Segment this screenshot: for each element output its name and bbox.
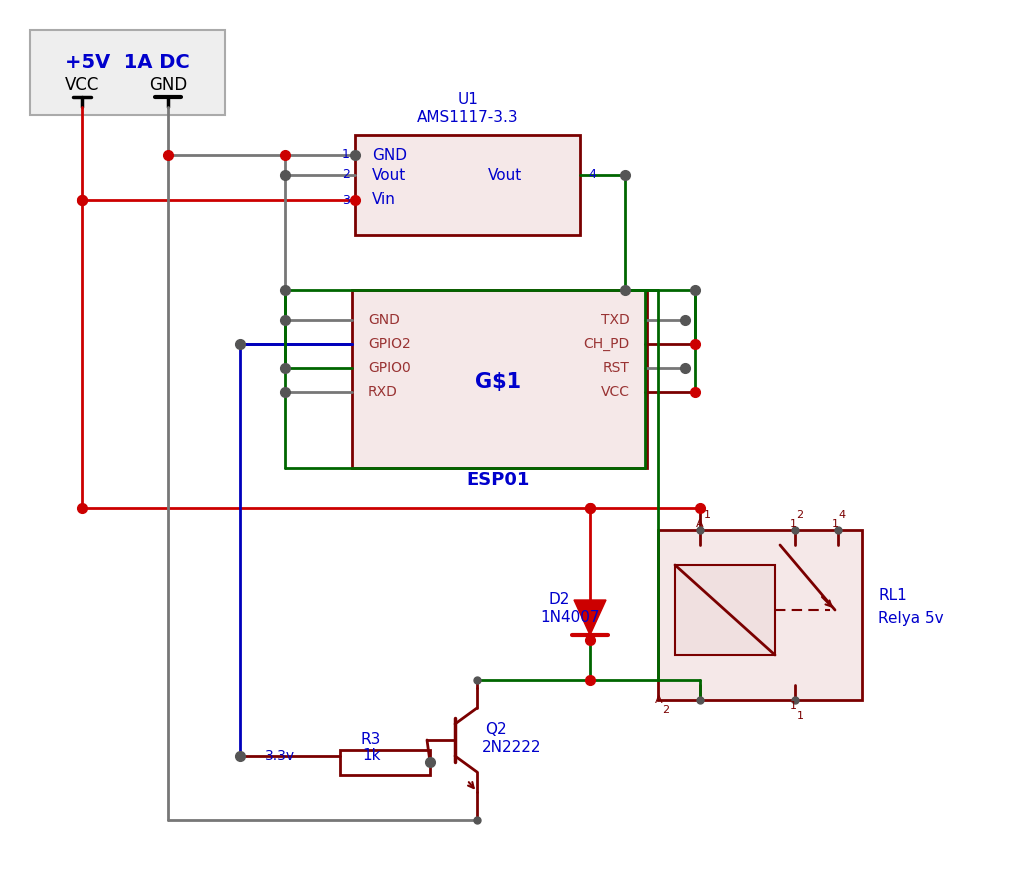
Text: GPIO2: GPIO2	[368, 337, 411, 351]
Text: RL1: RL1	[878, 587, 907, 602]
Text: Relya 5v: Relya 5v	[878, 611, 944, 626]
Text: 1: 1	[790, 701, 797, 711]
FancyBboxPatch shape	[658, 530, 862, 700]
Text: 1: 1	[342, 149, 350, 162]
Text: A: A	[696, 519, 703, 529]
Text: 1: 1	[797, 711, 803, 721]
Text: RXD: RXD	[368, 385, 397, 399]
Text: 2: 2	[342, 169, 350, 182]
Text: 4: 4	[838, 510, 845, 520]
Polygon shape	[574, 600, 606, 635]
Text: R3: R3	[360, 733, 380, 747]
Text: D2: D2	[548, 593, 569, 607]
Text: 1N4007: 1N4007	[540, 611, 600, 626]
Text: AMS1117-3.3: AMS1117-3.3	[417, 110, 519, 125]
Text: 2: 2	[796, 510, 803, 520]
Text: GND: GND	[368, 313, 400, 327]
Text: GND: GND	[149, 76, 187, 94]
Text: 1: 1	[790, 519, 797, 529]
Text: ESP01: ESP01	[466, 471, 530, 489]
Text: 2: 2	[662, 705, 670, 715]
Text: Vout: Vout	[488, 168, 523, 182]
Text: RST: RST	[603, 361, 630, 375]
Text: VCC: VCC	[65, 76, 100, 94]
Text: U1: U1	[458, 92, 479, 108]
Text: VCC: VCC	[601, 385, 630, 399]
Text: CH_PD: CH_PD	[583, 337, 630, 351]
Text: GPIO0: GPIO0	[368, 361, 411, 375]
Text: 1: 1	[832, 519, 838, 529]
Text: A: A	[655, 695, 662, 705]
FancyBboxPatch shape	[340, 750, 430, 775]
FancyBboxPatch shape	[355, 135, 580, 235]
Text: +5V  1A DC: +5V 1A DC	[65, 52, 189, 71]
Text: Vin: Vin	[372, 193, 395, 208]
Text: 1k: 1k	[362, 748, 380, 764]
Text: Q2: Q2	[485, 722, 506, 738]
FancyBboxPatch shape	[30, 30, 225, 115]
FancyBboxPatch shape	[675, 565, 775, 655]
Text: Vout: Vout	[372, 168, 407, 182]
FancyBboxPatch shape	[352, 290, 647, 468]
Text: 2N2222: 2N2222	[482, 740, 541, 755]
Text: TXD: TXD	[601, 313, 630, 327]
Text: G$1: G$1	[474, 372, 521, 392]
Text: 1: 1	[703, 510, 711, 520]
Text: 4: 4	[588, 169, 596, 182]
Text: 3.3v: 3.3v	[265, 749, 295, 763]
Text: 3: 3	[342, 194, 350, 207]
Text: GND: GND	[372, 148, 407, 163]
